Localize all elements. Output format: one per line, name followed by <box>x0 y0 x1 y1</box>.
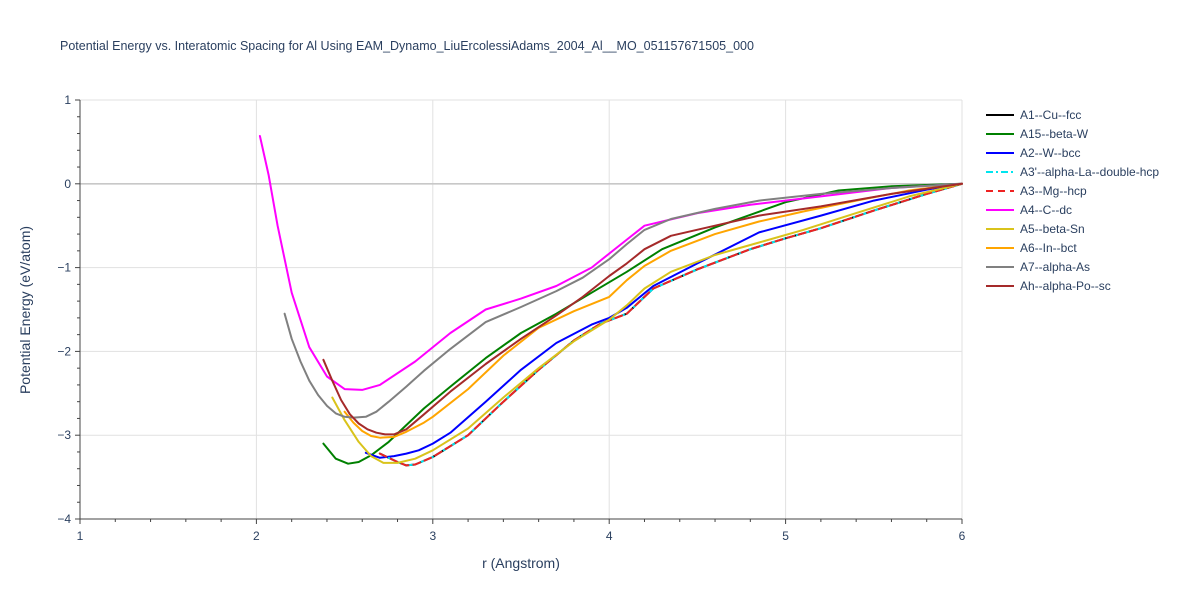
y-tick-label: −3 <box>57 428 71 442</box>
series-a5-beta-sn-line <box>331 182 963 464</box>
legend-item[interactable]: A15--beta-W <box>986 127 1089 141</box>
series-a7-alpha-as-line <box>283 182 963 419</box>
x-tick-label: 1 <box>77 529 84 543</box>
series-layer <box>258 135 963 467</box>
legend-label: A2--W--bcc <box>1020 146 1080 160</box>
legend-label: A15--beta-W <box>1020 127 1089 141</box>
legend-item[interactable]: A3--Mg--hcp <box>986 184 1087 198</box>
series-a15-beta-w-line <box>322 182 963 465</box>
legend-item[interactable]: Ah--alpha-Po--sc <box>986 279 1111 293</box>
legend-item[interactable]: A3'--alpha-La--double-hcp <box>986 165 1159 179</box>
legend-label: A3'--alpha-La--double-hcp <box>1020 165 1159 179</box>
x-tick-label: 5 <box>782 529 789 543</box>
y-tick-label: −4 <box>57 512 71 526</box>
x-tick-label: 3 <box>429 529 436 543</box>
legend-item[interactable]: A7--alpha-As <box>986 260 1090 274</box>
legend-label: A3--Mg--hcp <box>1020 184 1087 198</box>
axis-layer: 1 2 3 4 5 6 1 0 −1 −2 −3 −4 <box>57 93 965 543</box>
y-axis-title: Potential Energy (eV/atom) <box>17 226 33 394</box>
legend: A1--Cu--fcc A15--beta-W A2--W--bcc A3'--alp… <box>986 108 1159 293</box>
legend-item[interactable]: A1--Cu--fcc <box>986 108 1081 122</box>
legend-item[interactable]: A2--W--bcc <box>986 146 1080 160</box>
chart-title: Potential Energy vs. Interatomic Spacing… <box>60 39 754 53</box>
series-ah-alpha-po-sc-line <box>322 182 963 436</box>
legend-item[interactable]: A4--C--dc <box>986 203 1072 217</box>
legend-item[interactable]: A5--beta-Sn <box>986 222 1085 236</box>
x-tick-label: 4 <box>606 529 613 543</box>
y-tick-label: −1 <box>57 261 71 275</box>
legend-label: A7--alpha-As <box>1020 260 1090 274</box>
y-tick-label: −2 <box>57 344 71 358</box>
legend-label: A1--Cu--fcc <box>1020 108 1081 122</box>
legend-label: Ah--alpha-Po--sc <box>1020 279 1111 293</box>
y-tick-label: 0 <box>64 177 71 191</box>
series-a4-c-dc-line <box>258 135 963 391</box>
legend-item[interactable]: A6--In--bct <box>986 241 1077 255</box>
series-a2-w-bcc-line <box>364 182 963 459</box>
y-tick-label: 1 <box>64 93 71 107</box>
grid-layer <box>80 99 963 519</box>
legend-label: A4--C--dc <box>1020 203 1072 217</box>
series-a3-mg-hcp-line <box>378 182 963 467</box>
x-tick-label: 2 <box>253 529 260 543</box>
x-axis-title: r (Angstrom) <box>482 555 560 571</box>
x-tick-label: 6 <box>959 529 966 543</box>
legend-label: A6--In--bct <box>1020 241 1077 255</box>
legend-label: A5--beta-Sn <box>1020 222 1085 236</box>
